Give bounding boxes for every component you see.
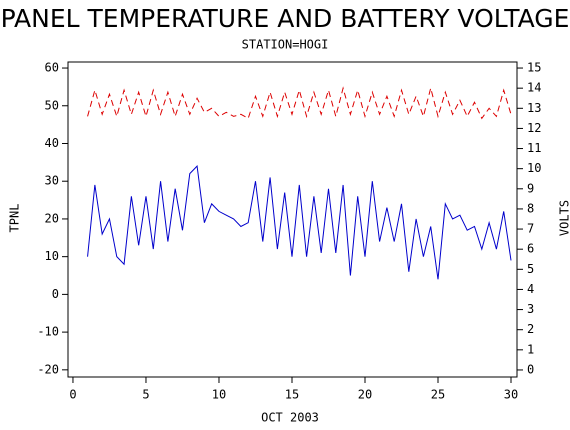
y2-tick-label: 14 xyxy=(527,81,541,95)
y-tick-label: 30 xyxy=(45,174,59,188)
x-tick-label: 20 xyxy=(358,388,372,402)
x-tick-label: 10 xyxy=(212,388,226,402)
x-tick-label: 25 xyxy=(431,388,445,402)
series-line xyxy=(87,165,512,280)
x-axis-label: OCT 2003 xyxy=(261,411,319,425)
plot-frame xyxy=(67,61,518,378)
y-tick-label: -20 xyxy=(37,362,59,376)
x-tick-label: 5 xyxy=(142,388,149,402)
chart-subtitle: STATION=HOGI xyxy=(242,38,329,52)
x-tick-label: 0 xyxy=(69,388,76,402)
y2-tick-label: 11 xyxy=(527,141,541,155)
y-tick-label: 50 xyxy=(45,98,59,112)
x-tick-label: 30 xyxy=(504,388,518,402)
y-tick-label: -10 xyxy=(37,325,59,339)
y-tick-label: 40 xyxy=(45,136,59,150)
y2-tick-label: 4 xyxy=(527,282,534,296)
y2-tick-label: 5 xyxy=(527,262,534,276)
y-tick-label: 20 xyxy=(45,211,59,225)
y-tick-label: 60 xyxy=(45,61,59,75)
y2-tick-label: 12 xyxy=(527,121,541,135)
x-tick-label: 15 xyxy=(285,388,299,402)
series-line xyxy=(87,86,512,120)
y-tick-label: 0 xyxy=(52,287,59,301)
y2-tick-label: 6 xyxy=(527,242,534,256)
y-tick-label: 10 xyxy=(45,249,59,263)
y-axis-label: TPNL xyxy=(8,204,22,233)
y2-tick-label: 10 xyxy=(527,161,541,175)
y2-tick-label: 9 xyxy=(527,181,534,195)
y2-tick-label: 3 xyxy=(527,302,534,316)
y2-axis-label: VOLTS xyxy=(558,200,570,236)
y2-tick-label: 7 xyxy=(527,222,534,236)
y2-tick-label: 15 xyxy=(527,61,541,75)
chart-title: PANEL TEMPERATURE AND BATTERY VOLTAGE xyxy=(1,4,570,33)
y2-tick-label: 0 xyxy=(527,362,534,376)
y2-tick-label: 8 xyxy=(527,201,534,215)
y2-tick-label: 1 xyxy=(527,342,534,356)
y2-tick-label: 13 xyxy=(527,101,541,115)
y2-tick-label: 2 xyxy=(527,322,534,336)
